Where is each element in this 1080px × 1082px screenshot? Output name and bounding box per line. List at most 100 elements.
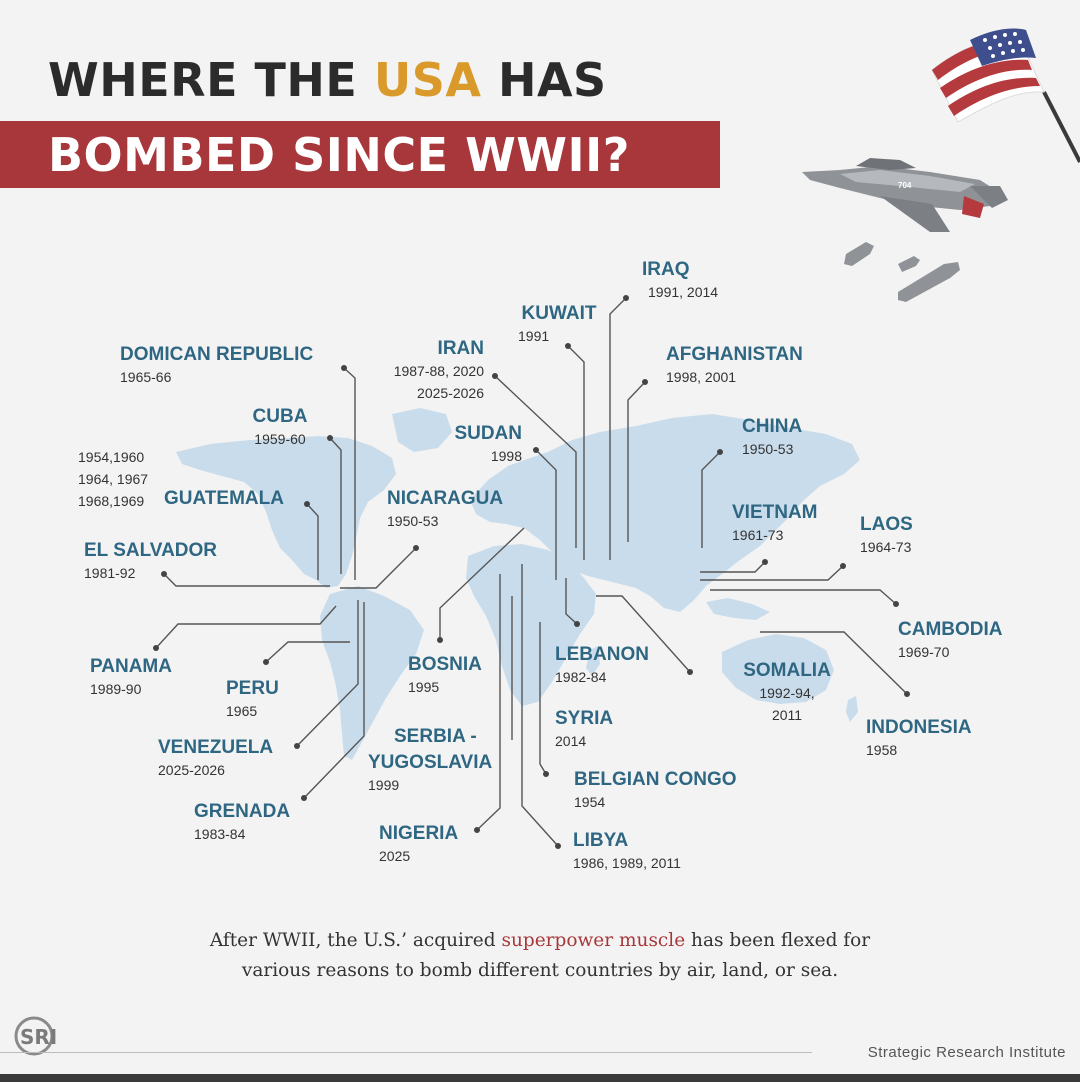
madagascar-shape [586, 646, 600, 676]
country-name: SYRIA [555, 708, 614, 729]
label-indonesia: INDONESIA 1958 [866, 717, 972, 761]
dot-nigeria [474, 827, 480, 833]
country-years: 1998, 2001 [666, 369, 737, 385]
label-peru: PERU 1965 [226, 678, 279, 722]
australia-shape [722, 634, 834, 704]
country-years: 2025 [379, 848, 411, 864]
us-flag-icon [931, 28, 1080, 163]
dot-somalia [687, 669, 693, 675]
country-name: SUDAN [454, 423, 522, 444]
country-name: INDONESIA [866, 717, 972, 738]
caption-highlight: superpower muscle [501, 930, 686, 951]
dot-cambodia [893, 601, 899, 607]
title-text: WHERE THE [48, 53, 374, 107]
leader-bosnia [439, 527, 525, 640]
leader-lines [155, 297, 908, 847]
country-name: IRAN [437, 338, 484, 359]
label-grenada: GRENADA 1983-84 [194, 801, 290, 845]
dot-guatemala [304, 501, 310, 507]
country-name: VENEZUELA [158, 737, 274, 758]
leader-sudan [535, 449, 557, 580]
country-years: 2025-2026 [417, 385, 484, 401]
dot-sudan [533, 447, 539, 453]
bomb-3-icon [898, 262, 960, 302]
dot-panama [153, 645, 159, 651]
country-years: 2011 [771, 707, 803, 723]
leader-china [701, 451, 721, 548]
title-line-2: BOMBED SINCE WWII? [48, 128, 630, 182]
dot-indonesia [904, 691, 910, 697]
country-name: LAOS [860, 514, 913, 535]
leader-vietnam [700, 561, 766, 573]
country-years: 1964-73 [860, 539, 912, 555]
country-name: CHINA [742, 416, 803, 437]
label-somalia: SOMALIA 1992-94, 2011 [732, 660, 842, 726]
dot-lebanon [574, 621, 580, 627]
dot-libya [555, 843, 561, 849]
country-years: 1998 [490, 448, 522, 464]
dot-laos [840, 563, 846, 569]
leader-peru [265, 641, 350, 663]
country-years: 1950-53 [387, 513, 439, 529]
label-china: CHINA 1950-53 [742, 416, 802, 460]
leader-indonesia [760, 631, 908, 695]
title-band [0, 121, 720, 188]
label-laos: LAOS 1964-73 [860, 514, 913, 558]
sri-logo-icon: SRI [14, 1016, 57, 1056]
country-years: 1992-94, [759, 685, 815, 701]
country-name: KUWAIT [521, 303, 597, 324]
leader-iraq [609, 297, 627, 560]
label-dominican-republic: DOMICAN REPUBLIC 1965-66 [120, 344, 313, 388]
dot-iraq [623, 295, 629, 301]
country-name: SERBIA - [394, 726, 477, 747]
country-years: 1954 [574, 794, 606, 810]
dot-vietnam [762, 559, 768, 565]
country-years: 1965 [226, 703, 258, 719]
caption-line-2: various reasons to bomb different countr… [241, 960, 839, 981]
leader-somalia [596, 595, 691, 673]
country-name: LEBANON [555, 644, 649, 665]
country-years: 1982-84 [555, 669, 607, 685]
label-afghanistan: AFGHANISTAN 1998, 2001 [666, 344, 803, 388]
label-bosnia: BOSNIA 1995 [408, 654, 482, 698]
caption-text: After WWII, the U.S.’ acquired [209, 930, 502, 951]
country-name: IRAQ [642, 259, 690, 280]
dot-belgian-congo [543, 771, 549, 777]
country-years: 1950-53 [742, 441, 794, 457]
country-name: SOMALIA [743, 660, 831, 681]
label-cambodia: CAMBODIA 1969-70 [898, 619, 1003, 663]
leader-cambodia [710, 589, 897, 605]
southeast-asia-islands-shape [706, 598, 770, 620]
bomb-2-icon [898, 256, 920, 272]
leader-iran [494, 375, 577, 548]
label-belgian-congo: BELGIAN CONGO 1954 [574, 769, 737, 813]
country-name: LIBYA [573, 830, 629, 851]
label-panama: PANAMA 1989-90 [90, 656, 172, 700]
country-years: 1959-60 [254, 431, 306, 447]
country-years: 1965-66 [120, 369, 172, 385]
leader-belgian-congo [539, 622, 547, 775]
label-vietnam: VIETNAM 1961-73 [732, 502, 818, 546]
dot-kuwait [565, 343, 571, 349]
bomb-1-icon [844, 242, 874, 266]
country-name: CAMBODIA [898, 619, 1003, 640]
leader-dots [153, 295, 910, 849]
country-name: NICARAGUA [387, 488, 504, 509]
plane-tail-number: 704 [898, 181, 912, 190]
dot-cuba [327, 435, 333, 441]
leader-venezuela [296, 600, 359, 747]
country-name: DOMICAN REPUBLIC [120, 344, 314, 365]
dot-grenada [301, 795, 307, 801]
title-text-has: HAS [481, 53, 607, 107]
leader-lebanon [565, 578, 578, 625]
dot-venezuela [294, 743, 300, 749]
country-years: 1991 [518, 328, 550, 344]
label-cuba: CUBA 1959-60 [244, 406, 316, 450]
country-name: AFGHANISTAN [666, 344, 803, 365]
country-years: 1995 [408, 679, 440, 695]
country-name: PANAMA [90, 656, 172, 677]
leader-panama [155, 605, 337, 649]
label-libya: LIBYA 1986, 1989, 2011 [573, 830, 681, 874]
country-years: 1987-88, 2020 [393, 363, 484, 379]
